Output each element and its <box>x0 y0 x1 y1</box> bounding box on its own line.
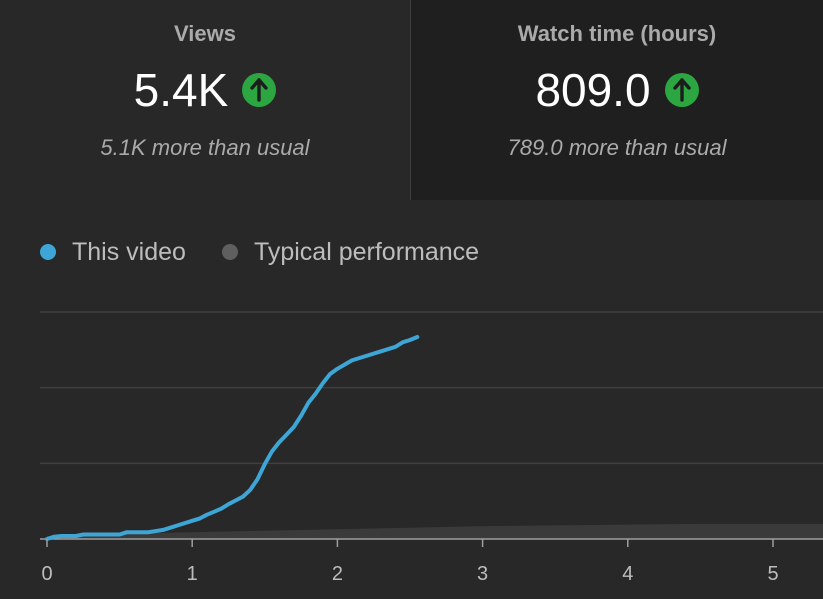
metric-cards: Views 5.4K 5.1K more than usual Watch ti… <box>0 0 823 200</box>
chart-svg: 0 1 2 3 4 5 <box>40 311 823 585</box>
watch-time-subtext: 789.0 more than usual <box>507 135 727 160</box>
legend-label-this-video: This video <box>72 238 186 266</box>
arrow-up-icon <box>242 73 277 107</box>
legend-item-this-video[interactable]: This video <box>40 236 186 268</box>
watch-time-value-row: 809.0 <box>411 60 823 120</box>
views-subtext: 5.1K more than usual <box>100 135 310 160</box>
x-tick-label: 3 <box>477 563 488 585</box>
x-tick-label: 1 <box>187 563 198 585</box>
x-tick-label: 5 <box>767 563 778 585</box>
watch-time-title: Watch time (hours) <box>517 21 717 46</box>
watch-time-value: 809.0 <box>535 64 651 116</box>
performance-chart[interactable]: 0 1 2 3 4 5 <box>0 290 823 599</box>
arrow-up-icon <box>664 73 699 107</box>
legend-label-typical: Typical performance <box>253 238 480 266</box>
x-tick-label: 2 <box>332 563 343 585</box>
views-card[interactable]: Views 5.4K 5.1K more than usual <box>0 0 410 200</box>
x-tick-label: 0 <box>41 563 52 585</box>
watch-time-card[interactable]: Watch time (hours) 809.0 789.0 more than… <box>411 0 823 200</box>
this-video-dot-icon <box>40 244 56 260</box>
typical-performance-band <box>47 523 823 539</box>
this-video-line <box>45 335 420 541</box>
typical-dot-icon <box>221 244 238 260</box>
views-title: Views <box>174 21 236 46</box>
card-divider <box>410 0 411 200</box>
views-value: 5.4K <box>133 64 229 116</box>
x-tick-label: 4 <box>622 563 633 585</box>
views-value-row: 5.4K <box>0 60 410 120</box>
legend-item-typical[interactable]: Typical performance <box>221 236 480 268</box>
chart-legend: This video Typical performance <box>40 232 515 272</box>
